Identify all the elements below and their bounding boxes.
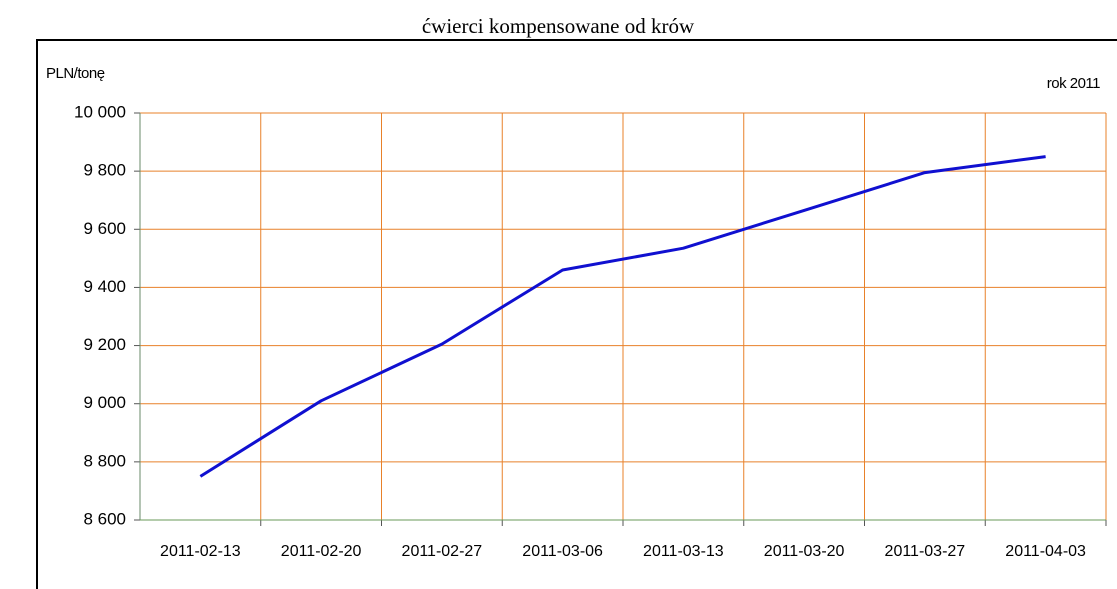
x-tick-label: 2011-02-27 (402, 543, 483, 560)
x-tick-label: 2011-03-13 (643, 543, 724, 560)
annotation: rok 2011 (1047, 75, 1100, 92)
y-tick-label: 9 800 (83, 161, 126, 180)
frame (36, 39, 1117, 589)
x-tick-label: 2011-03-20 (764, 543, 845, 560)
y-tick-label: 8 800 (83, 451, 126, 470)
x-tick-label: 2011-02-20 (281, 543, 362, 560)
chart-title: ćwierci kompensowane od krów (422, 14, 695, 38)
y-axis-label: PLN/tonę (46, 65, 105, 82)
x-tick-label: 2011-03-06 (522, 543, 603, 560)
y-tick-label: 9 000 (83, 393, 126, 412)
y-tick-label: 10 000 (74, 102, 126, 121)
y-tick-label: 9 400 (83, 277, 126, 296)
y-tick-label: 8 600 (83, 509, 126, 528)
y-tick-label: 9 600 (83, 219, 126, 238)
y-tick-label: 9 200 (83, 335, 126, 354)
line-series (199, 155, 1046, 478)
x-tick-label: 2011-03-27 (885, 543, 966, 560)
x-tick-label: 2011-04-03 (1005, 543, 1086, 560)
x-tick-label: 2011-02-13 (160, 543, 241, 560)
